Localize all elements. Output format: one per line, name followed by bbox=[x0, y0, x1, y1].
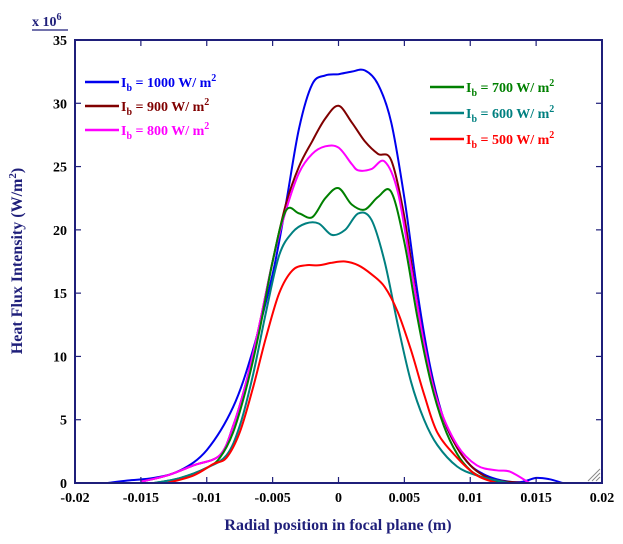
y-tick-label: 10 bbox=[53, 350, 67, 365]
y-axis-ticks: 0 5 10 15 20 25 30 35 bbox=[53, 34, 602, 492]
x-tick-label: -0.01 bbox=[192, 491, 221, 506]
y-multiplier: x 106 bbox=[32, 12, 62, 30]
x-tick-label: 0.01 bbox=[458, 491, 483, 506]
y-tick-label: 35 bbox=[53, 34, 67, 49]
x-tick-label: -0.015 bbox=[123, 491, 159, 506]
x-tick-label: -0.005 bbox=[255, 491, 291, 506]
y-tick-label: 30 bbox=[53, 97, 67, 112]
x-tick-label: 0 bbox=[335, 491, 342, 506]
corner-resize-grip-icon bbox=[587, 468, 601, 482]
x-tick-label: 0.005 bbox=[389, 491, 421, 506]
series-line-2 bbox=[140, 144, 531, 484]
legend-label-4: Ib = 600 W/ m2 bbox=[466, 104, 554, 125]
y-tick-label: 0 bbox=[60, 477, 67, 492]
y-tick-label: 20 bbox=[53, 224, 67, 239]
legend-label-3: Ib = 700 W/ m2 bbox=[466, 78, 554, 99]
y-tick-label: 5 bbox=[60, 414, 67, 429]
legend-label-5: Ib = 500 W/ m2 bbox=[466, 130, 554, 151]
y-tick-label: 25 bbox=[53, 161, 67, 176]
legend-label-2: Ib = 800 W/ m2 bbox=[121, 121, 209, 142]
legend-label-0: Ib = 1000 W/ m2 bbox=[121, 73, 216, 94]
legend: Ib = 1000 W/ m2 Ib = 900 W/ m2 Ib = 800 W/… bbox=[85, 73, 554, 151]
plot-content bbox=[107, 68, 563, 484]
x-axis-ticks: -0.02 -0.015 -0.01 -0.005 0 0.005 0.01 0.015 0.0… bbox=[60, 40, 614, 506]
series-line-1 bbox=[140, 104, 524, 484]
x-tick-label: 0.02 bbox=[590, 491, 615, 506]
y-tick-label: 15 bbox=[53, 287, 67, 302]
legend-label-1: Ib = 900 W/ m2 bbox=[121, 97, 209, 118]
x-axis-label: Radial position in focal plane (m) bbox=[224, 517, 451, 534]
series-line-3 bbox=[153, 187, 510, 484]
y-axis-label: Heat Flux Intensity (W/m2) bbox=[7, 168, 26, 354]
series-line-5 bbox=[166, 260, 497, 484]
series-line-0 bbox=[107, 68, 563, 484]
x-tick-label: -0.02 bbox=[60, 491, 89, 506]
x-tick-label: 0.015 bbox=[520, 491, 552, 506]
series-line-4 bbox=[153, 211, 510, 484]
